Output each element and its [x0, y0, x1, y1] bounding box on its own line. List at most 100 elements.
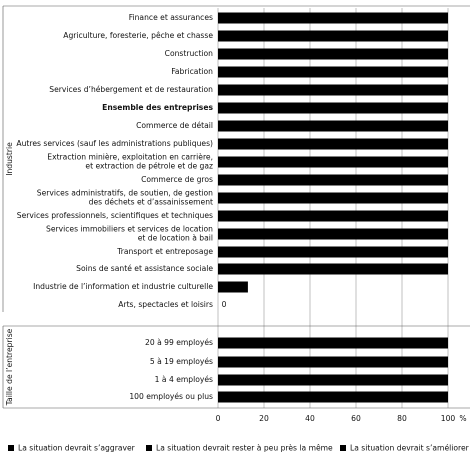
category-line: Transport et entreposage: [116, 247, 213, 256]
bar-segment: [390, 210, 448, 222]
category-line: Commerce de gros: [141, 175, 213, 184]
bar-segment: [264, 30, 391, 42]
bar-segment: [218, 12, 264, 24]
bar-segment: [218, 30, 264, 42]
bar-segment: [390, 138, 448, 150]
category-label: 100 employés ou plus: [129, 392, 213, 401]
category-label: 1 à 4 employés: [155, 375, 213, 384]
bar-segment: [218, 263, 264, 275]
bar-segment: [264, 356, 391, 368]
bar-segment: [218, 120, 264, 132]
bar-segment: [264, 246, 391, 258]
bar-segment: [264, 192, 391, 204]
bar-segment: [390, 12, 448, 24]
bar-segment: [264, 84, 391, 96]
category-line: Construction: [165, 49, 214, 58]
category-line: et extraction de pétrole et de gaz: [85, 162, 213, 171]
bar-segment: [264, 228, 391, 240]
category-label: Finance et assurances: [129, 13, 213, 22]
bar-segment: [264, 374, 391, 386]
bar-segment: [264, 337, 391, 349]
category-line: Finance et assurances: [129, 13, 213, 22]
category-line: Ensemble des entreprises: [102, 103, 213, 112]
x-tick-label: 40: [305, 414, 315, 423]
bar-segment: [218, 174, 264, 186]
legend-swatch: [146, 445, 152, 451]
x-tick-label: 20: [259, 414, 269, 423]
legend-label: La situation devrait s’aggraver: [18, 444, 136, 453]
bar-segment: [390, 337, 448, 349]
category-label: Services immobiliers et services de loca…: [46, 225, 213, 243]
bar-segment: [390, 192, 448, 204]
x-unit: %: [459, 414, 466, 423]
bar-segment: [218, 66, 264, 78]
bar-segment: [218, 102, 264, 114]
category-line: Services d’hébergement et de restauratio…: [49, 85, 213, 94]
bar-segment: [218, 337, 264, 349]
bar-segment: [390, 156, 448, 168]
category-label: Services professionnels, scientifiques e…: [17, 211, 213, 220]
bar-segment: [390, 30, 448, 42]
category-line: Fabrication: [171, 67, 213, 76]
bar-segment: [264, 12, 391, 24]
bar-segment: [264, 210, 391, 222]
category-line: des déchets et d’assainissement: [89, 198, 213, 207]
x-tick-label: 0: [216, 414, 221, 423]
category-label: Transport et entreposage: [116, 247, 213, 256]
category-label: Services d’hébergement et de restauratio…: [49, 85, 213, 94]
bar-segment: [390, 120, 448, 132]
legend-swatch: [340, 445, 346, 451]
bar-segment: [390, 374, 448, 386]
bar-segment: [218, 48, 264, 60]
bar-segment: [218, 138, 264, 150]
legend-label: La situation devrait s’améliorer: [350, 444, 470, 453]
category-label: 5 à 19 employés: [150, 357, 213, 366]
bar-segment: [218, 228, 264, 240]
category-line: Soins de santé et assistance sociale: [76, 264, 213, 273]
bar-segment: [264, 263, 391, 275]
bar-segment: [264, 120, 391, 132]
x-tick-label: 60: [351, 414, 361, 423]
bar-segment: [218, 356, 264, 368]
bar-segment: [390, 228, 448, 240]
category-line: Commerce de détail: [136, 121, 213, 130]
category-label: Commerce de détail: [136, 121, 213, 130]
bar-segment: [390, 48, 448, 60]
category-line: Services administratifs, de soutien, de …: [37, 189, 213, 198]
bar-segment: [218, 281, 248, 293]
category-line: Industrie de l’information et industrie …: [33, 282, 213, 291]
category-line: Extraction minière, exploitation en carr…: [47, 153, 213, 162]
bar-segment: [264, 138, 391, 150]
category-line: Agriculture, foresterie, pêche et chasse: [63, 31, 213, 40]
category-label: Commerce de gros: [141, 175, 213, 184]
category-line: 1 à 4 employés: [155, 375, 213, 384]
category-line: 5 à 19 employés: [150, 357, 213, 366]
bar-segment: [390, 246, 448, 258]
category-label: Soins de santé et assistance sociale: [76, 264, 213, 273]
bar-segment: [264, 156, 391, 168]
category-label: Services administratifs, de soutien, de …: [37, 189, 213, 207]
bar-segment: [390, 84, 448, 96]
legend-label: La situation devrait rester à peu près l…: [156, 444, 333, 453]
bar-segment: [390, 263, 448, 275]
group-label: Industrie: [5, 142, 14, 176]
category-line: Arts, spectacles et loisirs: [118, 300, 213, 309]
category-label: Extraction minière, exploitation en carr…: [47, 153, 213, 171]
category-label: Industrie de l’information et industrie …: [33, 282, 213, 291]
bar-segment: [390, 391, 448, 403]
category-label: Fabrication: [171, 67, 213, 76]
category-label: Autres services (sauf les administration…: [16, 139, 213, 148]
category-label: Arts, spectacles et loisirs: [118, 300, 213, 309]
bar-segment: [218, 84, 264, 96]
category-line: 20 à 99 employés: [145, 338, 213, 347]
x-tick-label: 80: [397, 414, 407, 423]
bar-segment: [218, 156, 264, 168]
category-line: Autres services (sauf les administration…: [16, 139, 213, 148]
x-tick-label: 100: [441, 414, 456, 423]
group-label: Taille de l’entreprise: [5, 328, 14, 406]
bar-segment: [390, 102, 448, 114]
bar-segment: [390, 174, 448, 186]
category-line: Services professionnels, scientifiques e…: [17, 211, 213, 220]
bar-segment: [218, 374, 264, 386]
